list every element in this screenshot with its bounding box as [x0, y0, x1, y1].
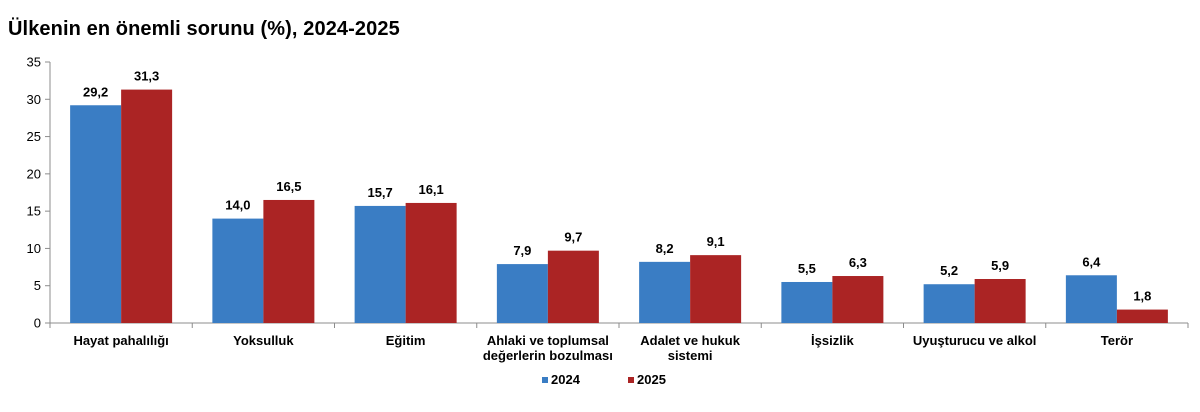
bar-2025-6 [974, 279, 1026, 323]
x-tick-label: Hayat pahalılığı [73, 333, 168, 348]
bar-2024-3 [496, 264, 548, 323]
data-label-2025-6: 5,9 [991, 258, 1009, 273]
x-tick-label-line: Ahlaki ve toplumsal [487, 333, 609, 348]
data-label-2024-5: 5,5 [798, 261, 816, 276]
data-labels: 29,2 14,0 15,7 7,9 8,2 5,5 5,2 6,4 31,3 16,5 16,1 9… [83, 69, 1151, 304]
data-label-2025-0: 31,3 [134, 69, 159, 84]
bar-2025-2 [405, 202, 457, 323]
data-label-2024-7: 6,4 [1082, 254, 1101, 269]
x-tick-label: Ahlaki ve toplumsal değerlerin bozulması [483, 333, 613, 363]
x-tick-label: Terör [1101, 333, 1133, 348]
x-tick-label-line: İşsizlik [811, 333, 854, 348]
y-tick-label: 10 [27, 241, 41, 256]
bar-2025-1 [263, 199, 315, 323]
data-label-2024-2: 15,7 [367, 185, 392, 200]
data-label-2024-1: 14,0 [225, 198, 250, 213]
x-tick-label-line: Adalet ve hukuk [640, 333, 740, 348]
x-tick-label-line: Uyuşturucu ve alkol [913, 333, 1037, 348]
bar-2024-6 [923, 284, 975, 323]
y-tick-label: 20 [27, 166, 41, 181]
data-label-2024-3: 7,9 [513, 243, 531, 258]
x-tick-label: Adalet ve hukuk sistemi [640, 333, 740, 363]
y-tick-label: 0 [34, 316, 41, 331]
legend-label-2025: 2025 [637, 372, 666, 387]
legend-swatch-2025 [628, 377, 634, 383]
x-tick-label: Yoksulluk [233, 333, 294, 348]
data-label-2024-0: 29,2 [83, 84, 108, 99]
bar-2025-0 [121, 89, 173, 323]
y-tick-label: 35 [27, 55, 41, 70]
bar-2025-7 [1116, 309, 1168, 323]
bar-2024-7 [1065, 275, 1117, 323]
x-tick-label-line: Eğitim [386, 333, 426, 348]
data-label-2024-4: 8,2 [656, 241, 674, 256]
bar-2024-1 [212, 218, 264, 323]
data-label-2025-2: 16,1 [418, 182, 443, 197]
x-tick-label-line: Yoksulluk [233, 333, 294, 348]
y-tick-label: 30 [27, 92, 41, 107]
legend: 2024 2025 [542, 372, 666, 387]
data-label-2024-6: 5,2 [940, 263, 958, 278]
data-label-2025-7: 1,8 [1133, 289, 1151, 304]
y-tick-label: 5 [34, 278, 41, 293]
x-tick-label-line: Hayat pahalılığı [73, 333, 168, 348]
chart-title: Ülkenin en önemli sorunu (%), 2024-2025 [8, 18, 400, 40]
x-tick-label: Uyuşturucu ve alkol [913, 333, 1037, 348]
x-tick-label: Eğitim [386, 333, 426, 348]
y-tick-label: 15 [27, 204, 41, 219]
x-axis: Hayat pahalılığı Yoksulluk Eğitim Ahlaki ve… [49, 322, 1189, 363]
data-label-2025-3: 9,7 [564, 230, 582, 245]
x-tick-label-line: Terör [1101, 333, 1133, 348]
y-axis: 0 5 10 15 20 25 30 35 [27, 55, 51, 331]
legend-swatch-2024 [542, 377, 548, 383]
x-tick-label: İşsizlik [811, 333, 854, 348]
bar-2024-5 [781, 281, 833, 323]
y-tick-label: 25 [27, 129, 41, 144]
x-tick-label-line: sistemi [668, 348, 713, 363]
x-tick-label-line: değerlerin bozulması [483, 348, 613, 363]
data-label-2025-1: 16,5 [276, 179, 301, 194]
bar-2025-3 [547, 250, 599, 323]
legend-label-2024: 2024 [551, 372, 581, 387]
bar-2024-4 [639, 261, 691, 323]
bar-2024-0 [70, 105, 122, 323]
bar-2025-4 [690, 255, 742, 323]
bar-2024-2 [354, 205, 406, 323]
bar-2025-5 [832, 276, 884, 323]
bars [70, 89, 1168, 323]
data-label-2025-5: 6,3 [849, 255, 867, 270]
data-label-2025-4: 9,1 [707, 234, 725, 249]
